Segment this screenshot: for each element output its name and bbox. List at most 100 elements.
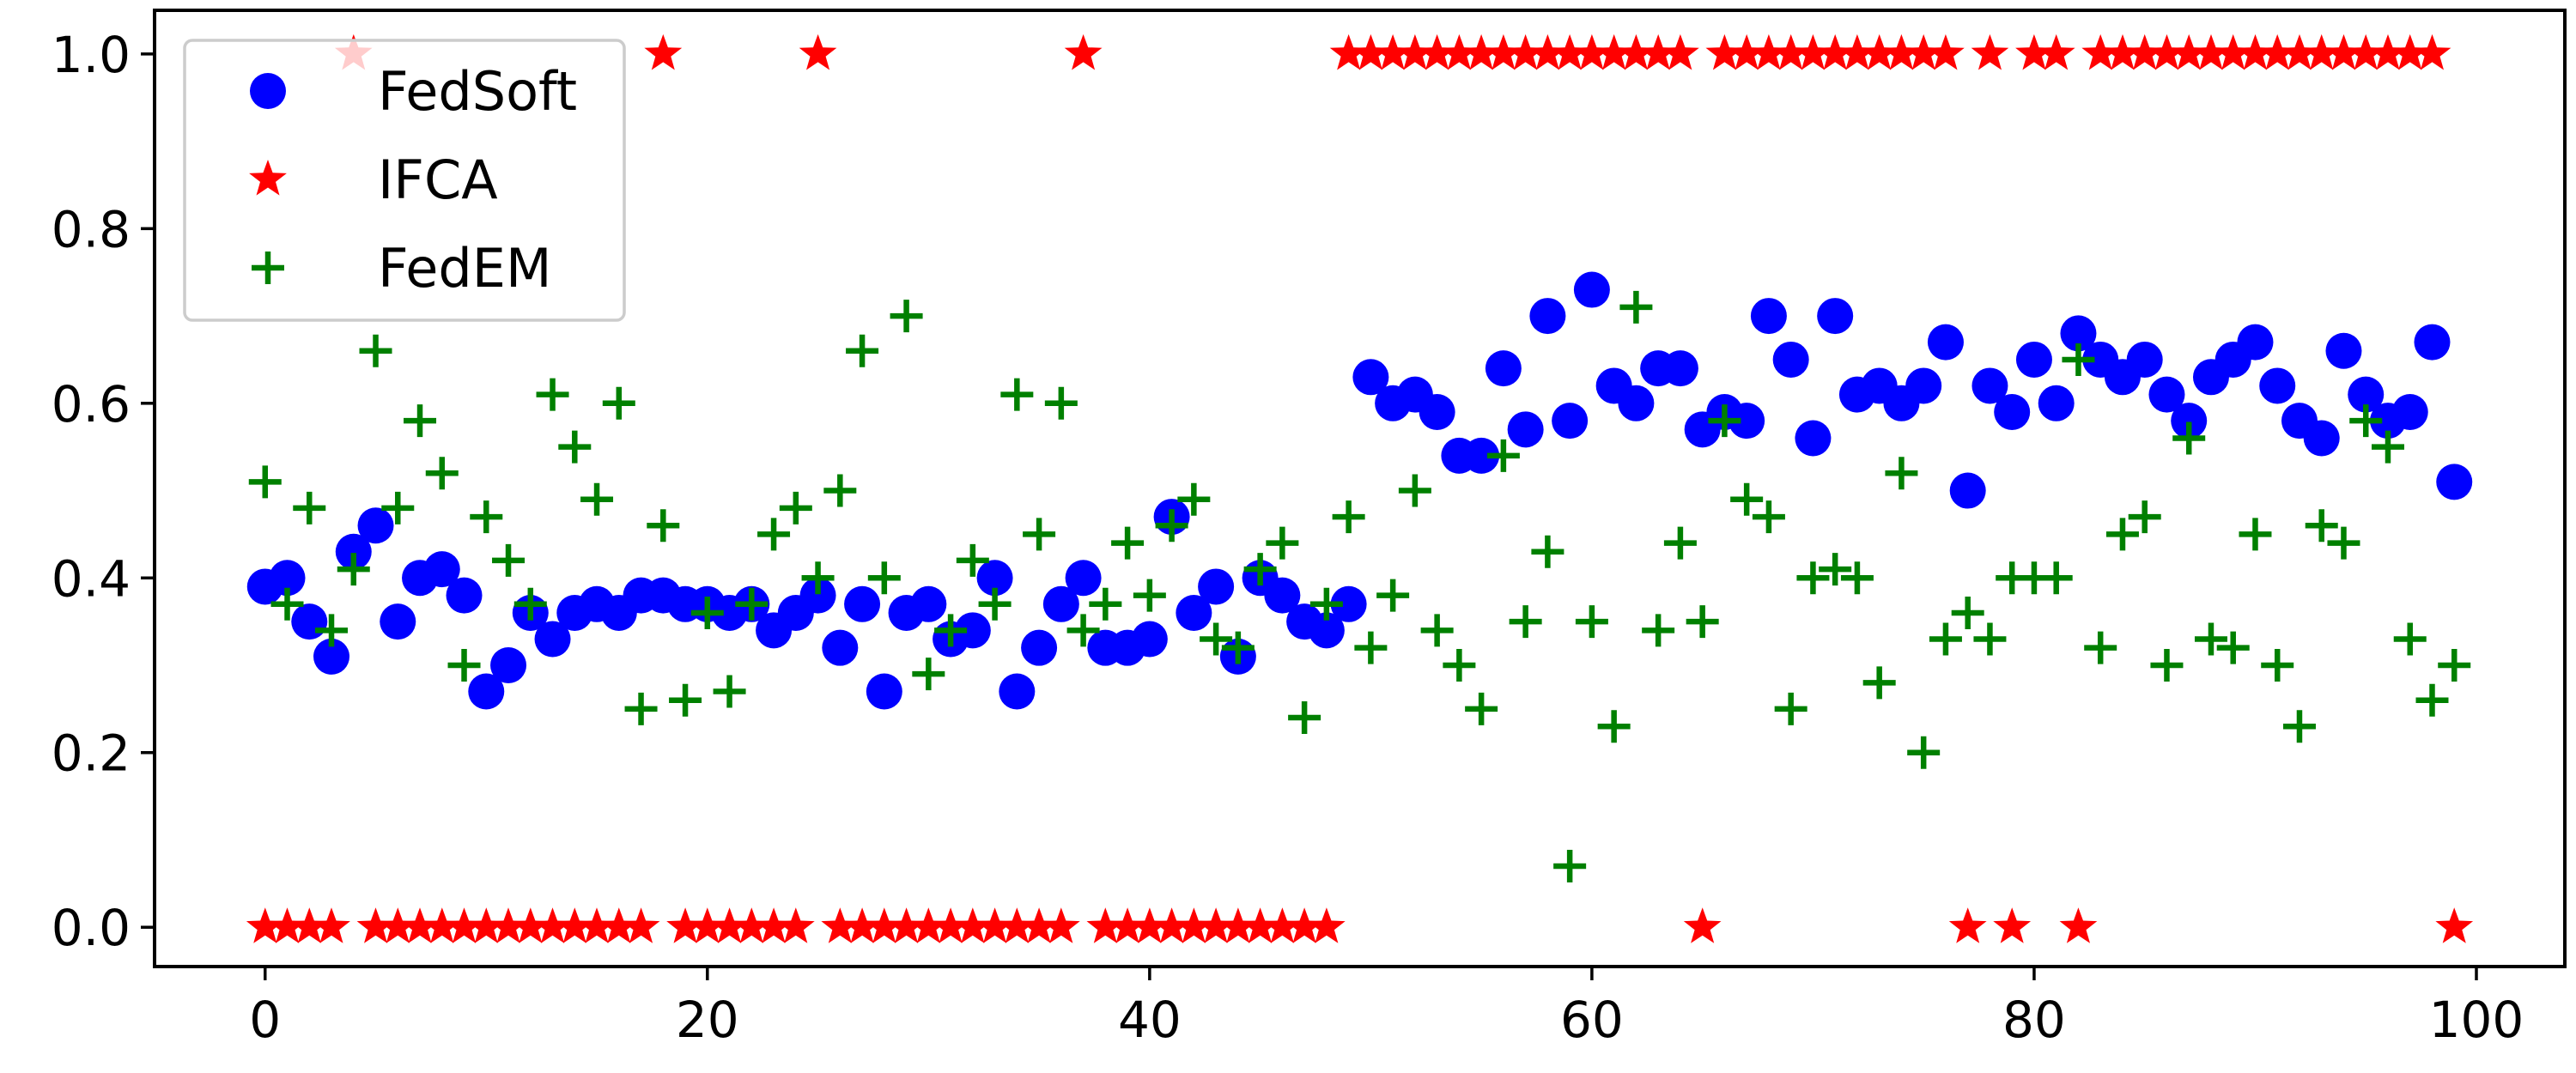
fedsoft-point <box>2171 403 2208 440</box>
fedsoft-point <box>1419 393 1455 430</box>
ifca-point <box>2015 33 2053 70</box>
ifca-point <box>2302 33 2341 70</box>
ifca-point <box>710 907 749 943</box>
fedem-point <box>2039 561 2073 595</box>
fedsoft-point <box>291 603 328 640</box>
fedsoft-point <box>954 612 991 649</box>
fedem-point <box>2105 518 2139 551</box>
fedsoft-point <box>490 647 527 684</box>
fedem-point <box>248 465 282 499</box>
ifca-point <box>599 907 638 943</box>
fedem-point <box>425 457 459 490</box>
fedsoft-point <box>1618 385 1655 421</box>
ifca-point <box>954 907 992 943</box>
fedsoft-point <box>1264 577 1301 614</box>
fedem-point <box>1354 631 1388 664</box>
fedem-point <box>580 482 614 516</box>
fedem-point <box>1663 526 1697 560</box>
ifca-point <box>887 907 926 943</box>
ifca-point <box>1042 907 1080 943</box>
ifca-point <box>2435 907 2474 943</box>
ifca-point <box>1551 33 1589 70</box>
ifca-point <box>2148 33 2186 70</box>
legend-marker-ifca <box>249 160 287 196</box>
ifca-point <box>1329 33 1368 70</box>
ifca-point <box>866 907 903 943</box>
fedem-point <box>1376 579 1410 612</box>
ifca-point <box>2125 33 2164 70</box>
ifca-point <box>2236 33 2275 70</box>
x-tick-label: 0 <box>249 991 281 1049</box>
fedsoft-point <box>1994 393 2031 430</box>
ifca-point <box>2214 33 2252 70</box>
ifca-point <box>932 907 969 943</box>
ifca-point <box>1639 33 1677 70</box>
ifca-point <box>2104 33 2142 70</box>
ifca-point <box>1440 33 1479 70</box>
fedem-point <box>381 491 415 524</box>
fedsoft-point <box>468 673 505 710</box>
fedsoft-point <box>1507 411 1544 448</box>
ifca-point <box>511 907 550 943</box>
fedem-point <box>1553 850 1587 882</box>
fedem-point <box>2305 509 2338 543</box>
fedsoft-point <box>313 638 350 675</box>
fedem-point <box>1642 614 1675 647</box>
legend-label-fedsoft: FedSoft <box>378 60 577 123</box>
ifca-point <box>1064 33 1103 70</box>
fedem-point <box>2062 343 2095 376</box>
ifca-point <box>1838 33 1876 70</box>
ifca-point <box>1905 33 1943 70</box>
fedem-point <box>359 334 392 367</box>
series-fedem <box>248 290 2471 882</box>
fedem-point <box>624 692 658 725</box>
ifca-point <box>401 907 439 943</box>
y-tick-label: 1.0 <box>52 26 131 84</box>
fedem-point <box>1066 614 1100 647</box>
fedsoft-point <box>1021 629 1058 666</box>
ifca-point <box>533 907 572 943</box>
fedsoft-point <box>446 577 483 614</box>
fedsoft-point <box>1795 420 1832 457</box>
ifca-point <box>776 907 815 943</box>
x-tick-label: 20 <box>676 991 739 1049</box>
fedem-point <box>801 561 835 595</box>
fedsoft-point <box>1927 324 1964 361</box>
ifca-point <box>1418 33 1456 70</box>
fedsoft-point <box>1971 367 2008 404</box>
fedem-point <box>2150 649 2184 682</box>
fedem-point <box>2239 518 2272 551</box>
fedem-point <box>1443 649 1476 682</box>
ifca-point <box>356 907 395 943</box>
ifca-point <box>1528 33 1567 70</box>
fedem-point <box>1398 474 1431 507</box>
fedem-point <box>2194 622 2227 656</box>
fedem-point <box>1708 404 1741 438</box>
fedem-point <box>757 518 791 551</box>
y-tick-label: 0.0 <box>52 899 131 957</box>
ifca-point <box>1020 907 1058 943</box>
ifca-point <box>1617 33 1656 70</box>
fedsoft-point <box>2148 376 2185 413</box>
fedsoft-point <box>2391 393 2428 430</box>
legend-marker-fedsoft <box>250 73 286 109</box>
fedem-point <box>1465 692 1498 725</box>
legend: FedSoft IFCA FedEM <box>183 39 626 322</box>
fedsoft-point <box>2325 332 2362 369</box>
fedem-point <box>1730 482 1764 516</box>
fedsoft-point <box>1573 271 1610 308</box>
legend-marker-fedem <box>252 252 284 284</box>
x-tick-label: 40 <box>1118 991 1182 1049</box>
ifca-point <box>1816 33 1854 70</box>
fedsoft-point <box>1198 568 1235 605</box>
fedsoft-point <box>423 551 460 588</box>
ifca-point <box>1993 907 2032 943</box>
fedem-point <box>315 614 349 647</box>
legend-label-fedem: FedEM <box>378 237 551 300</box>
ifca-point <box>998 907 1036 943</box>
fedsoft-point <box>269 560 306 597</box>
fedem-point <box>558 430 592 464</box>
ifca-point <box>1573 33 1611 70</box>
fedsoft-point <box>1750 298 1787 335</box>
ifca-point <box>290 907 329 943</box>
